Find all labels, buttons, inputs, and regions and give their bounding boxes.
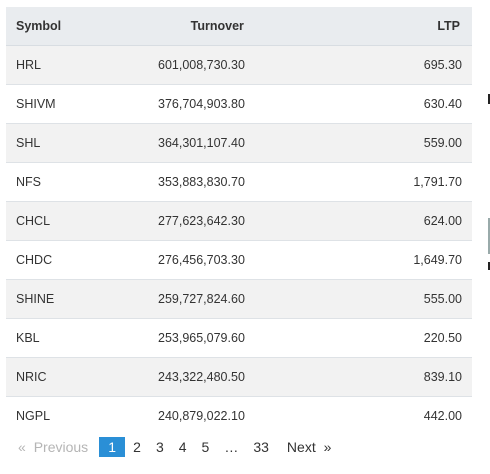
cell-turnover: 276,456,703.30 — [87, 239, 386, 279]
previous-label: Previous — [33, 439, 89, 455]
cell-symbol: NRIC — [6, 356, 88, 396]
cell-ltp: 839.10 — [385, 356, 472, 396]
page-button-1[interactable]: 1 — [99, 437, 126, 457]
cell-turnover: 353,883,830.70 — [87, 161, 386, 201]
window-edge — [486, 0, 490, 474]
table-row: NFS 353,883,830.70 1,791.70 — [6, 161, 472, 201]
turnover-table: Symbol Turnover LTP HRL 601,008,730.30 6… — [6, 7, 472, 435]
previous-arrow-icon: « — [18, 439, 26, 455]
cell-symbol: CHCL — [6, 200, 88, 240]
table-row: SHIVM 376,704,903.80 630.40 — [6, 83, 472, 123]
cell-ltp: 1,649.70 — [385, 239, 472, 279]
cell-turnover: 601,008,730.30 — [87, 44, 386, 84]
pagination: « Previous 1 2 3 4 5 … 33 Next » — [10, 437, 343, 457]
cell-symbol: CHDC — [6, 239, 88, 279]
cell-ltp: 220.50 — [385, 317, 472, 357]
page-button-last[interactable]: 33 — [253, 439, 269, 455]
cell-ltp: 624.00 — [385, 200, 472, 240]
table-row: NRIC 243,322,480.50 839.10 — [6, 356, 472, 396]
cell-ltp: 695.30 — [385, 44, 472, 84]
next-arrow-icon: » — [323, 439, 332, 455]
cell-turnover: 240,879,022.10 — [87, 395, 386, 435]
table-row: KBL 253,965,079.60 220.50 — [6, 317, 472, 357]
cell-symbol: NGPL — [6, 395, 88, 435]
table-row: CHDC 276,456,703.30 1,649.70 — [6, 239, 472, 279]
cell-turnover: 259,727,824.60 — [87, 278, 386, 318]
table-row: NGPL 240,879,022.10 442.00 — [6, 395, 472, 435]
cell-ltp: 1,791.70 — [385, 161, 472, 201]
cell-ltp: 442.00 — [385, 395, 472, 435]
column-header-ltp[interactable]: LTP — [385, 7, 472, 46]
cell-symbol: KBL — [6, 317, 88, 357]
cell-ltp: 559.00 — [385, 122, 472, 162]
page-button-4[interactable]: 4 — [178, 439, 187, 455]
cell-turnover: 364,301,107.40 — [87, 122, 386, 162]
table-header-row: Symbol Turnover LTP — [6, 7, 472, 46]
cell-symbol: NFS — [6, 161, 88, 201]
next-page-button[interactable]: Next » — [277, 437, 342, 457]
cell-turnover: 277,623,642.30 — [87, 200, 386, 240]
cell-symbol: SHIVM — [6, 83, 88, 123]
cell-ltp: 630.40 — [385, 83, 472, 123]
cell-symbol: SHINE — [6, 278, 88, 318]
cell-turnover: 376,704,903.80 — [87, 83, 386, 123]
cell-turnover: 253,965,079.60 — [87, 317, 386, 357]
pagination-ellipsis: … — [224, 439, 239, 455]
cell-symbol: SHL — [6, 122, 88, 162]
table-row: HRL 601,008,730.30 695.30 — [6, 44, 472, 84]
column-header-symbol[interactable]: Symbol — [6, 7, 88, 46]
page-button-3[interactable]: 3 — [155, 439, 164, 455]
page-button-5[interactable]: 5 — [201, 439, 210, 455]
previous-page-button[interactable]: « Previous — [10, 437, 98, 457]
cell-symbol: HRL — [6, 44, 88, 84]
cell-turnover: 243,322,480.50 — [87, 356, 386, 396]
table-row: SHINE 259,727,824.60 555.00 — [6, 278, 472, 318]
column-header-turnover[interactable]: Turnover — [87, 7, 386, 46]
next-label: Next — [286, 439, 316, 455]
table-row: CHCL 277,623,642.30 624.00 — [6, 200, 472, 240]
page-button-2[interactable]: 2 — [133, 439, 141, 455]
cell-ltp: 555.00 — [385, 278, 472, 318]
table-row: SHL 364,301,107.40 559.00 — [6, 122, 472, 162]
